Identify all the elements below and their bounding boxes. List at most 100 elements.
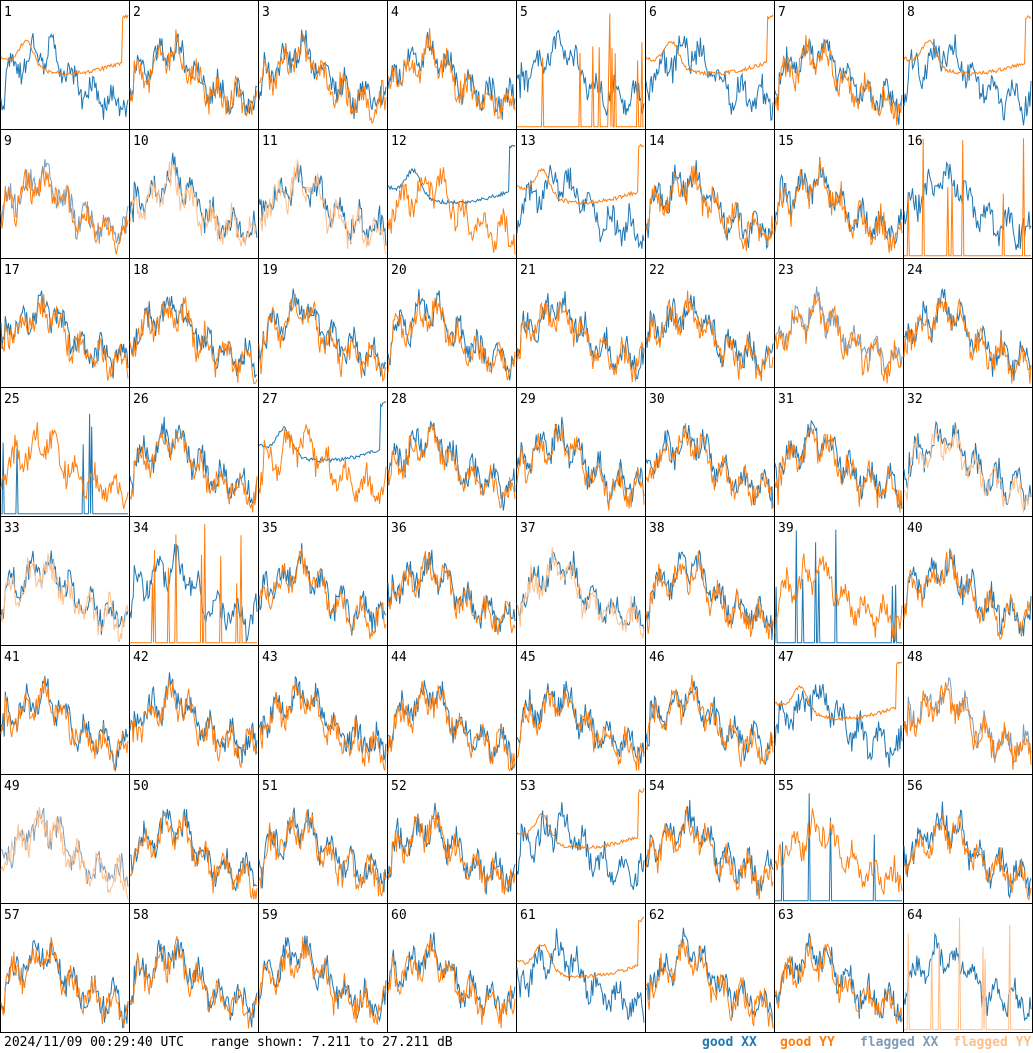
xx-series-19 <box>258 288 387 377</box>
panel-label-1: 1 <box>4 5 12 20</box>
panel-label-33: 33 <box>4 521 20 536</box>
yy-series-42 <box>129 680 258 768</box>
yy-series-19 <box>258 293 387 383</box>
panel-label-27: 27 <box>262 392 278 407</box>
xx-series-30 <box>645 424 774 508</box>
yy-series-58 <box>129 935 258 1029</box>
panel-label-51: 51 <box>262 779 278 794</box>
panel-label-6: 6 <box>649 5 657 20</box>
panel-frame-40 <box>903 516 1033 646</box>
yy-series-24 <box>903 297 1032 384</box>
yy-series-3 <box>258 33 387 125</box>
panel-label-3: 3 <box>262 5 270 20</box>
yy-series-4 <box>387 28 516 119</box>
yy-series-57 <box>0 936 129 1027</box>
xx-series-50 <box>129 808 257 891</box>
panel-label-22: 22 <box>649 263 665 278</box>
yy-series-35 <box>258 548 387 640</box>
yy-series-45 <box>516 688 645 771</box>
panel-frame-20 <box>387 258 517 388</box>
panel-frame-13 <box>516 129 646 259</box>
panel-label-60: 60 <box>391 908 407 923</box>
panel-label-48: 48 <box>907 650 923 665</box>
panel-label-37: 37 <box>520 521 536 536</box>
xx-series-26 <box>129 416 258 505</box>
panel-label-56: 56 <box>907 779 923 794</box>
panel-label-4: 4 <box>391 5 399 20</box>
yy-series-21 <box>516 301 645 383</box>
yy-series-32 <box>903 425 1031 513</box>
panel-label-43: 43 <box>262 650 278 665</box>
panel-label-54: 54 <box>649 779 665 794</box>
yy-series-2 <box>129 29 258 117</box>
yy-series-41 <box>0 676 129 771</box>
yy-series-63 <box>774 937 903 1024</box>
panel-label-63: 63 <box>778 908 794 923</box>
yy-series-38 <box>645 551 774 640</box>
xx-series-33 <box>0 550 129 635</box>
legend-flagged-xx: flagged XX <box>860 1035 939 1050</box>
footer: 2024/11/09 00:29:40 UTC range shown: 7.2… <box>0 1033 1033 1053</box>
panel-label-2: 2 <box>133 5 141 20</box>
xx-series-43 <box>258 675 387 761</box>
xx-series-48 <box>903 676 1032 763</box>
yy-series-17 <box>0 294 129 381</box>
yy-series-44 <box>387 681 516 772</box>
panel-frame-57 <box>0 903 130 1033</box>
panel-label-15: 15 <box>778 134 794 149</box>
legend-flagged-yy: flagged YY <box>953 1035 1032 1050</box>
yy-series-30 <box>645 423 773 509</box>
panel-label-61: 61 <box>520 908 536 923</box>
yy-series-11 <box>258 159 387 255</box>
yy-series-52 <box>387 809 516 895</box>
yy-series-12 <box>387 167 516 255</box>
xx-series-6 <box>645 35 774 122</box>
yy-series-61 <box>516 916 645 979</box>
yy-series-53 <box>516 788 645 851</box>
panel-frame-25 <box>0 387 130 517</box>
xx-series-2 <box>129 33 258 116</box>
panel-label-35: 35 <box>262 521 278 536</box>
xx-series-27 <box>258 401 387 464</box>
panel-label-36: 36 <box>391 521 407 536</box>
xx-series-12 <box>387 144 516 206</box>
panel-label-30: 30 <box>649 392 665 407</box>
xx-series-31 <box>774 419 903 511</box>
xx-series-61 <box>516 928 645 1023</box>
panel-frame-45 <box>516 645 646 775</box>
xx-series-17 <box>0 290 129 379</box>
yy-series-14 <box>645 165 774 252</box>
xx-series-35 <box>258 543 387 636</box>
panel-label-39: 39 <box>778 521 794 536</box>
panel-label-31: 31 <box>778 392 794 407</box>
panel-label-38: 38 <box>649 521 665 536</box>
panel-label-9: 9 <box>4 134 12 149</box>
panel-label-55: 55 <box>778 779 794 794</box>
yy-series-15 <box>774 158 903 253</box>
yy-series-18 <box>129 296 258 384</box>
xx-series-47 <box>774 683 903 768</box>
yy-series-56 <box>903 813 1032 901</box>
xx-series-20 <box>387 289 516 381</box>
yy-series-59 <box>258 936 387 1025</box>
yy-series-43 <box>258 681 387 771</box>
yy-series-10 <box>129 161 258 247</box>
yy-series-55 <box>774 808 903 895</box>
panel-label-57: 57 <box>4 908 20 923</box>
panel-frame-49 <box>0 774 130 904</box>
xx-series-46 <box>645 680 774 765</box>
panel-frame-19 <box>258 258 388 388</box>
yy-series-50 <box>129 811 258 900</box>
yy-series-54 <box>645 806 774 900</box>
panel-label-16: 16 <box>907 134 923 149</box>
yy-series-7 <box>774 34 903 126</box>
legend-good-yy: good YY <box>780 1035 835 1050</box>
yy-series-26 <box>129 430 258 513</box>
panel-label-23: 23 <box>778 263 794 278</box>
yy-series-37 <box>516 546 645 639</box>
panel-label-62: 62 <box>649 908 665 923</box>
panel-frame-63 <box>774 903 904 1033</box>
xx-series-53 <box>516 802 645 891</box>
yy-series-27 <box>258 424 387 505</box>
panel-frame-15 <box>774 129 904 259</box>
